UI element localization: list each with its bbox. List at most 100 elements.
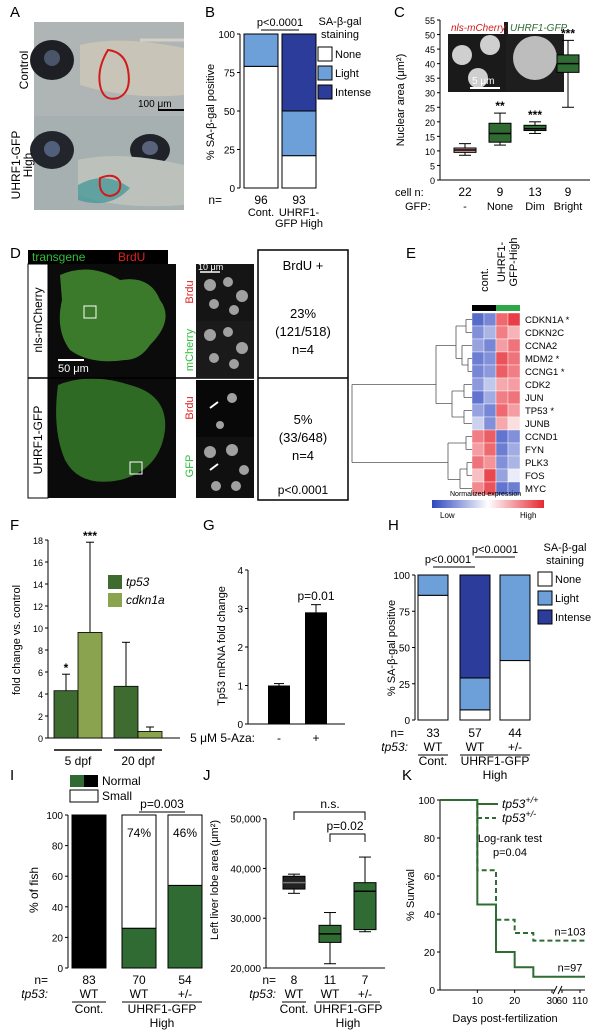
f-y-axis-title: fold change vs. control	[11, 585, 23, 695]
g-pvalue: p=0.01	[297, 589, 334, 603]
e-heatmap-cell	[471, 351, 485, 366]
e-heatmap-cell	[495, 390, 509, 405]
a-row-label-uhrf1-line1: UHRF1-GFP	[9, 131, 23, 200]
j-annotation-ns: n.s.	[320, 797, 339, 811]
h-legend-swatch-none	[537, 571, 553, 587]
h-bar-none	[499, 660, 531, 721]
h-y-tick-label: 0	[404, 716, 410, 727]
k-x-tick-label: 110	[572, 996, 588, 1007]
c-gfp-label: GFP:	[405, 201, 431, 213]
e-row-label: MDM2 *	[525, 354, 560, 365]
d-inset-label-mcherry: mCherry	[184, 328, 196, 371]
e-dendrogram	[351, 319, 472, 489]
panel-letter-c: C	[394, 4, 405, 21]
h-y-tick-label: 100	[393, 571, 410, 582]
c-inset-label-gfp: UHRF1-GFP	[510, 23, 568, 34]
j-group-label-cont: Cont.	[280, 1002, 309, 1016]
d-inset-label-brdu-1: Brdu	[184, 280, 196, 303]
d-inset-label-brdu-2: Brdu	[184, 396, 196, 419]
panel-letter-d: D	[10, 245, 21, 262]
b-legend-swatch-intense	[317, 84, 333, 100]
g-category-label: -	[277, 731, 281, 745]
h-group-label-uhrf1-line1: UHRF1-GFP	[461, 754, 530, 768]
h-bar-light	[499, 574, 531, 662]
e-heatmap-cell	[507, 390, 521, 405]
h-genotype-label: tp53:	[381, 740, 408, 754]
i-n-label: n=	[34, 973, 48, 987]
e-heatmap-cell	[507, 338, 521, 353]
panel-a: 100 μm Control UHRF1-GFP High	[9, 22, 184, 210]
g-y-tick-label: 2	[237, 643, 243, 654]
f-legend-swatch-tp53	[108, 575, 122, 589]
i-genotype-label: tp53:	[21, 987, 48, 1001]
f-legend-label-tp53: tp53	[126, 575, 150, 589]
i-group-label-uhrf1-line2: High	[150, 1016, 175, 1030]
e-heatmap-cell	[507, 442, 521, 457]
b-legend-title-line2: staining	[321, 29, 359, 41]
e-col-group-label-uhrf1-line1: UHRF1-	[496, 242, 508, 283]
d-inset-brdu-2	[196, 380, 254, 437]
g-y-tick-label: 0	[237, 720, 243, 731]
b-legend-label-none: None	[335, 49, 361, 61]
c-y-tick-label: 35	[425, 74, 435, 84]
c-n-value: 9	[497, 185, 504, 199]
c-inset-scale: 5 μm	[472, 76, 494, 87]
e-heatmap-cell	[495, 325, 509, 340]
e-heatmap-cell	[507, 455, 521, 470]
a-scale-bar-label: 100 μm	[138, 99, 172, 110]
e-heatmap-cell	[507, 325, 521, 340]
b-y-tick-label: 75	[224, 69, 236, 80]
h-legend-label-light: Light	[555, 593, 579, 605]
panel-letter-i: I	[10, 767, 14, 784]
k-x-tick-label: 30	[546, 996, 558, 1007]
g-x-axis-title: 5 μM 5-Aza:	[190, 731, 255, 745]
k-x-tick-label: 60	[556, 996, 568, 1007]
d-brdu-count-1: (121/518)	[275, 324, 331, 339]
k-series-line-het	[440, 799, 585, 942]
b-category-label: Cont.	[248, 207, 274, 219]
c-nucleus-small	[480, 35, 500, 55]
e-heatmap-cell	[507, 312, 521, 327]
panel-letter-j: J	[203, 767, 211, 784]
c-gfp-value: Dim	[525, 201, 545, 213]
e-heatmap-cell	[483, 416, 497, 431]
e-heatmap-cell	[495, 351, 509, 366]
d-brdu-count-2: (33/648)	[279, 430, 327, 445]
e-heatmap-cell	[495, 442, 509, 457]
e-heatmap-cell	[471, 403, 485, 418]
i-genotype-value: WT	[80, 987, 99, 1001]
b-legend-swatch-none	[317, 46, 333, 62]
c-y-tick-label: 10	[425, 147, 435, 157]
j-genotype-value: +/-	[358, 987, 372, 1001]
a-row-label-control: Control	[17, 51, 31, 90]
f-bar-cdkn1a	[137, 731, 163, 739]
h-genotype-value: WT	[424, 740, 443, 754]
f-bar-tp53	[53, 690, 79, 739]
panel-letter-e: E	[406, 245, 416, 262]
panel-e: cont. UHRF1- GFP-High CDKN1A * CDKN2C CCNA2 MD…	[351, 238, 570, 520]
d-brdu-pct-2: 5%	[294, 412, 313, 427]
g-y-tick-label: 1	[237, 682, 243, 693]
f-y-tick-label: 6	[38, 668, 43, 678]
f-sig-mark: ***	[83, 529, 97, 543]
b-legend-label-light: Light	[335, 68, 359, 80]
e-heatmap-cell	[495, 429, 509, 444]
e-col-group-label-cont: cont.	[479, 268, 491, 292]
f-bar-tp53	[113, 685, 139, 739]
j-y-axis-title: Left liver lobe area (μm²)	[209, 820, 221, 940]
g-y-axis-title: Tp53 mRNA fold change	[216, 586, 228, 706]
e-row-label: JUNB	[525, 419, 550, 430]
h-bar-intense	[459, 574, 491, 679]
k-y-tick-label: 100	[418, 796, 435, 807]
e-heatmap-cell	[471, 325, 485, 340]
h-n-value: 33	[426, 726, 440, 740]
control-liver-outline	[98, 48, 130, 100]
d-tissue-gfp	[56, 378, 166, 482]
e-heatmap-cell	[471, 312, 485, 327]
e-heatmap-cell	[471, 364, 485, 379]
e-row-label: CCND1	[525, 432, 558, 443]
e-heatmap-cell	[483, 377, 497, 392]
